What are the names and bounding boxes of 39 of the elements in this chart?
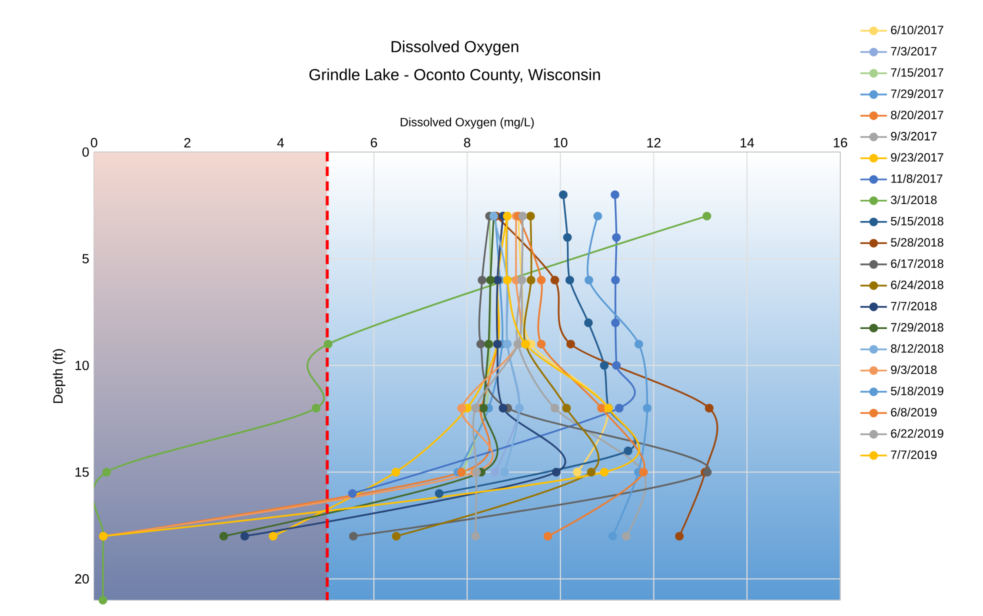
legend-label: 7/7/2018 (891, 301, 937, 310)
x-tick-label: 12 (647, 138, 660, 148)
y-tick-label: 5 (82, 254, 89, 264)
y-tick-label: 15 (76, 467, 89, 477)
legend-label: 8/20/2017 (890, 110, 944, 120)
legend-label: 6/10/2017 (891, 25, 944, 34)
legend-label: 5/18/2019 (890, 386, 944, 396)
legend-label: 11/8/2017 (891, 174, 942, 183)
x-tick-label: 14 (740, 138, 754, 148)
legend-label: 9/3/2017 (891, 132, 937, 140)
x-tick-label: 10 (554, 138, 568, 148)
y-axis-title: Depth (ft) (52, 349, 66, 403)
x-axis-title: Dissolved Oxygen (mg/L) (400, 117, 534, 129)
legend-label: 3/1/2018 (890, 195, 937, 204)
legend-label: 7/3/2017 (891, 46, 937, 56)
legend-label: 6/22/2019 (891, 428, 944, 438)
x-tick-label: 8 (464, 138, 470, 148)
x-tick-label: 4 (277, 138, 284, 148)
y-tick-label: 20 (75, 574, 89, 584)
x-tick-label: 6 (370, 138, 378, 148)
chart-title: Dissolved Oxygen (392, 40, 518, 56)
legend-label: 7/29/2018 (891, 322, 944, 332)
legend-label: 6/17/2018 (891, 258, 944, 268)
legend-label: 6/24/2018 (891, 280, 944, 289)
legend-label: 9/23/2017 (891, 152, 944, 162)
legend-label: 9/3/2018 (891, 365, 937, 374)
legend-label: 6/8/2019 (891, 408, 937, 416)
legend-label: 7/29/2017 (891, 89, 944, 98)
chart-subtitle: Grindle Lake - Oconto County, Wisconsin (309, 68, 600, 84)
x-tick-label: 2 (184, 138, 190, 148)
x-tick-label: 16 (834, 138, 848, 148)
legend-label: 5/28/2018 (890, 238, 944, 247)
legend-label: 5/15/2018 (890, 216, 944, 226)
y-tick-label: 0 (82, 147, 89, 157)
x-tick-label: 0 (90, 138, 98, 148)
legend-label: 7/7/2019 (891, 450, 937, 459)
legend-label: 8/12/2018 (890, 344, 944, 353)
y-tick-label: 10 (76, 360, 89, 370)
legend-label: 7/15/2017 (891, 68, 944, 77)
